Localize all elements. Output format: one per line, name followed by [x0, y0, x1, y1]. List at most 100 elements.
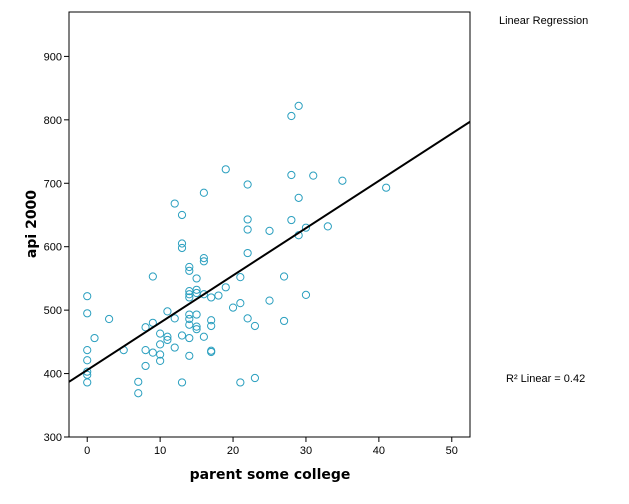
data-point: [185, 333, 194, 343]
data-point: [243, 180, 252, 189]
data-point: [141, 323, 150, 332]
data-point: [323, 222, 332, 231]
data-point: [250, 373, 260, 383]
data-point: [170, 314, 179, 323]
data-point: [185, 314, 194, 324]
data-point: [338, 176, 347, 185]
data-point: [83, 356, 92, 365]
data-point: [83, 378, 92, 387]
y-tick-label: 900: [44, 51, 62, 63]
data-point: [301, 290, 311, 300]
x-tick-label: 10: [154, 445, 166, 457]
data-point: [287, 170, 296, 180]
data-point: [265, 296, 274, 305]
y-axis-title: api 2000: [24, 190, 40, 258]
x-tick-label: 20: [227, 445, 239, 457]
y-axis-ticks: 300 400 500 600 700 800 900: [44, 51, 69, 444]
data-point: [105, 314, 114, 324]
data-point: [243, 314, 252, 323]
y-tick-label: 400: [44, 369, 62, 381]
data-point: [185, 293, 194, 302]
data-point: [199, 188, 208, 197]
data-point: [382, 183, 391, 192]
data-point: [221, 165, 230, 174]
regression-fit-line: [68, 120, 471, 383]
data-point: [236, 299, 245, 308]
data-point: [134, 377, 143, 386]
data-point: [177, 239, 187, 248]
data-point: [148, 272, 157, 281]
data-point: [141, 345, 150, 355]
data-point: [83, 345, 92, 355]
y-tick-label: 700: [44, 178, 62, 190]
data-point: [156, 329, 165, 338]
data-point: [199, 254, 208, 263]
data-point: [243, 248, 252, 258]
x-axis-ticks: 0 10 20 30 40 50: [84, 437, 458, 457]
data-point: [185, 266, 194, 275]
data-point: [163, 307, 172, 316]
y-tick-label: 300: [44, 432, 62, 444]
data-point: [243, 225, 252, 234]
data-point: [141, 361, 150, 371]
x-tick-label: 50: [446, 445, 458, 457]
data-point: [243, 215, 252, 224]
data-point: [192, 274, 201, 283]
data-point: [163, 335, 172, 345]
data-point: [185, 262, 194, 272]
data-point: [207, 321, 216, 331]
data-point: [177, 378, 187, 387]
data-point: [294, 101, 303, 110]
data-point: [192, 322, 201, 331]
data-point: [90, 333, 99, 343]
data-point: [170, 343, 179, 352]
data-point: [192, 325, 201, 334]
y-tick-label: 600: [44, 242, 62, 254]
data-point: [170, 199, 179, 208]
data-point: [148, 348, 157, 357]
data-point: [156, 350, 165, 359]
data-point: [250, 321, 260, 331]
data-point: [199, 290, 208, 299]
y-tick-label: 800: [44, 115, 62, 127]
data-point: [207, 316, 216, 325]
x-axis-title: parent some college: [190, 467, 351, 483]
data-point: [83, 292, 92, 301]
data-point: [236, 273, 245, 282]
data-point: [199, 332, 208, 341]
r-squared-label: R² Linear = 0.42: [506, 373, 585, 385]
data-point: [177, 331, 187, 340]
fit-method-label: Linear Regression: [499, 15, 588, 27]
x-tick-label: 0: [84, 445, 90, 457]
x-tick-label: 30: [300, 445, 312, 457]
data-point: [177, 210, 187, 220]
data-point: [192, 285, 201, 294]
data-point: [236, 378, 245, 387]
y-tick-label: 500: [44, 305, 62, 317]
data-point: [294, 193, 303, 202]
x-tick-label: 40: [373, 445, 385, 457]
data-point: [83, 309, 92, 318]
data-point: [156, 356, 165, 365]
data-point: [279, 316, 289, 326]
data-point: [309, 171, 318, 180]
data-point: [192, 310, 201, 319]
data-point: [228, 303, 238, 312]
data-point: [185, 320, 194, 329]
data-point: [156, 340, 165, 349]
data-point: [214, 291, 223, 300]
data-point: [301, 223, 311, 232]
data-point: [279, 272, 289, 281]
data-point: [287, 111, 296, 121]
data-point: [134, 389, 143, 398]
data-point: [177, 243, 187, 253]
data-point: [287, 215, 296, 225]
data-point: [207, 347, 216, 357]
data-point: [221, 283, 230, 292]
data-point: [207, 293, 216, 302]
data-point: [163, 332, 172, 341]
data-point: [265, 226, 274, 235]
data-point: [185, 351, 194, 360]
data-point: [199, 257, 208, 266]
